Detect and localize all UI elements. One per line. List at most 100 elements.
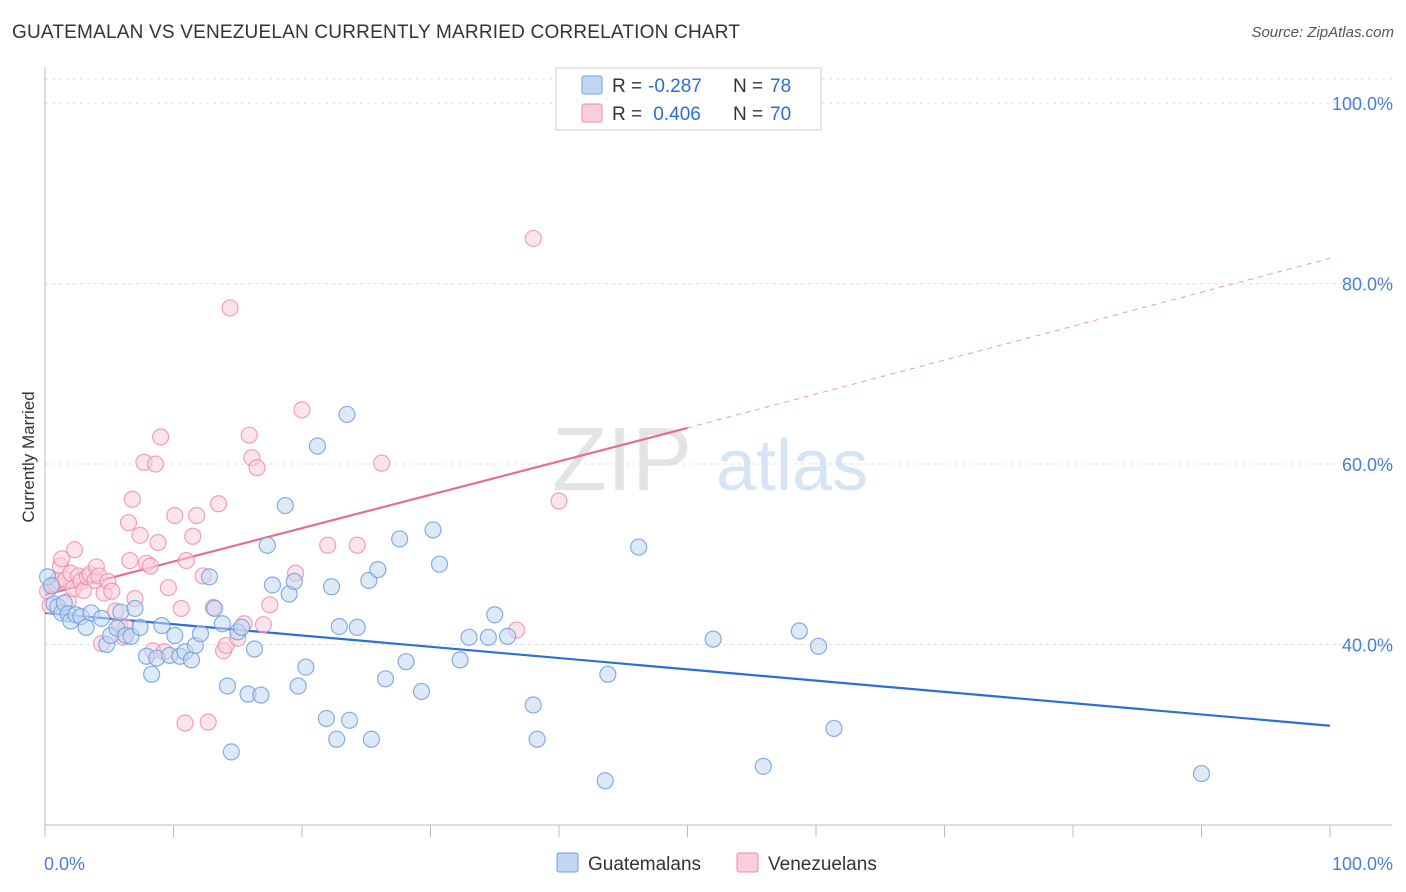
y-tick-label-80: 80.0% <box>1342 275 1393 295</box>
stats-legend: R = -0.287 N = 78 R = 0.406 N = 70 <box>555 67 822 131</box>
gridlines <box>45 78 1392 646</box>
venezuelans-point <box>149 533 167 552</box>
guatemalans-point <box>825 719 843 738</box>
bottom-legend-label-venezuelans: Venezuelans <box>768 854 877 875</box>
guatemalans-point <box>222 743 240 761</box>
guatemalans-point <box>528 730 546 748</box>
legend-r-value-guatemalans: -0.287 <box>648 76 702 97</box>
legend-r-value-venezuelans: 0.406 <box>648 104 701 125</box>
venezuelans-point <box>53 550 71 568</box>
guatemalans-point <box>285 572 303 590</box>
venezuelans-point <box>166 506 184 525</box>
legend-r-label-guatemalans: R = <box>612 76 647 97</box>
guatemalans-point <box>524 696 542 714</box>
guatemalans-point <box>704 630 722 648</box>
y-tick-label-60: 60.0% <box>1342 455 1393 475</box>
guatemalans-point <box>330 617 348 636</box>
guatemalans-point <box>182 651 201 669</box>
legend-r-label-venezuelans: R = <box>612 104 647 125</box>
venezuelans-point <box>293 401 311 419</box>
guatemalans-point <box>317 709 336 728</box>
guatemalans-point <box>191 625 210 643</box>
legend-n-value-guatemalans: 78 <box>770 76 791 97</box>
series-legend: Guatemalans Venezuelans <box>556 852 877 875</box>
x-tick-label-100: 100.0% <box>1332 854 1393 874</box>
legend-n-value-venezuelans: 70 <box>770 104 791 125</box>
venezuelans-point <box>348 536 366 554</box>
guatemalans-point <box>200 568 219 586</box>
guatemalans-point <box>599 665 617 683</box>
guatemalans-point <box>276 496 294 515</box>
venezuelans-point <box>524 229 542 248</box>
venezuelans-point <box>254 616 273 634</box>
guatemalans-point <box>338 405 356 424</box>
venezuelans-point <box>177 552 195 570</box>
guatemalans-point <box>126 599 144 618</box>
legend-swatch-guatemalans <box>581 75 603 95</box>
guatemalans-point <box>42 577 61 595</box>
guatemalans-point <box>479 628 497 646</box>
watermark: ZIP atlas <box>552 410 868 510</box>
bottom-legend-label-guatemalans: Guatemalans <box>588 854 701 875</box>
venezuelans-point <box>184 527 202 545</box>
guatemalans-point <box>790 622 808 640</box>
venezuelans-point <box>123 490 141 508</box>
venezuelans-point <box>199 713 217 731</box>
guatemalans-point <box>322 578 341 596</box>
venezuelans-point <box>141 557 159 575</box>
y-axis-label: Currently Married <box>19 391 38 522</box>
guatemalans-point <box>218 677 237 695</box>
guatemalans-point <box>143 665 161 683</box>
chart-title: GUATEMALAN VS VENEZUELAN CURRENTLY MARRI… <box>12 22 741 43</box>
guatemalans-point <box>1192 764 1211 783</box>
guatemalans-point <box>460 628 478 646</box>
guatemalans-point <box>362 730 380 748</box>
guatemalans-point <box>340 711 359 729</box>
guatemalans-point <box>131 618 149 636</box>
guatemalans-point <box>391 530 409 548</box>
venezuelans-point <box>248 459 266 477</box>
bottom-legend-swatch-venezuelans <box>736 852 759 873</box>
guatemalans-point <box>166 626 184 645</box>
guatemalans-point <box>297 658 315 676</box>
guatemalans-points <box>38 405 1211 790</box>
guatemalans-point <box>289 677 307 695</box>
legend-n-label-guatemalans: N = <box>733 76 768 97</box>
guatemalans-point <box>451 651 469 669</box>
guatemalans-point <box>430 555 449 573</box>
guatemalans-point <box>252 686 270 704</box>
guatemalans-point <box>376 670 395 688</box>
watermark-zip: ZIP <box>552 410 692 510</box>
guatemalans-point <box>308 437 327 455</box>
guatemalans-point <box>486 606 504 624</box>
venezuelans-point <box>261 596 279 614</box>
venezuelans-point <box>119 514 138 532</box>
tick-labels: 40.0% 60.0% 80.0% 100.0% 0.0% 100.0% <box>44 94 1393 874</box>
legend-n-label-venezuelans: N = <box>733 104 768 125</box>
venezuelans-point <box>188 506 206 525</box>
guatemalans-point <box>77 618 95 636</box>
watermark-atlas: atlas <box>716 426 868 506</box>
guatemalans-point <box>233 618 251 636</box>
guatemalans-point <box>112 603 130 621</box>
venezuelans-point <box>176 714 194 732</box>
venezuelans-point <box>240 426 258 444</box>
guatemalans-point <box>348 618 366 636</box>
venezuelans-point <box>152 428 170 446</box>
guatemalans-point <box>263 576 282 594</box>
guatemalans-point <box>206 599 224 618</box>
y-tick-label-40: 40.0% <box>1342 636 1393 656</box>
venezuelans-point <box>172 599 190 618</box>
x-tick-label-0: 0.0% <box>44 854 85 874</box>
venezuelans-point <box>221 299 239 317</box>
guatemalans-point <box>245 640 264 658</box>
venezuelans-point <box>209 495 228 513</box>
venezuelans-point <box>131 526 149 544</box>
venezuelans-trend-extension <box>687 257 1331 429</box>
venezuelans-point <box>103 582 121 600</box>
venezuelans-point <box>146 455 165 473</box>
guatemalans-point <box>92 609 111 627</box>
guatemalans-point <box>809 637 828 655</box>
venezuelans-point <box>319 536 337 554</box>
venezuelans-point <box>550 492 568 510</box>
